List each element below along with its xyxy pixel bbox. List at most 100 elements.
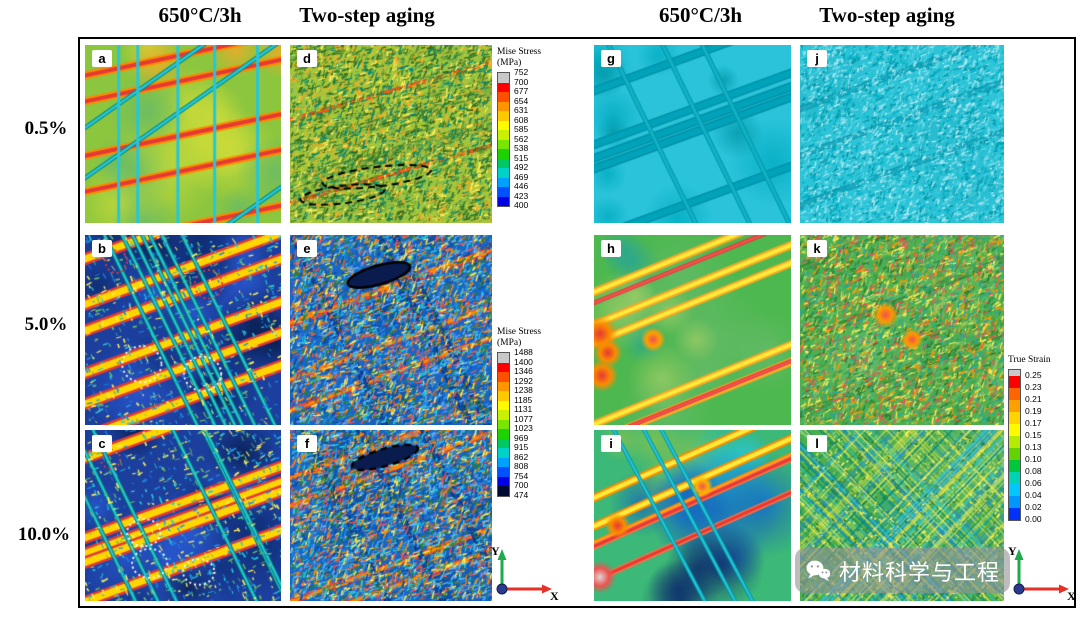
colorbar-1-tick: 400 bbox=[514, 200, 529, 210]
panel-d: d bbox=[290, 45, 492, 223]
panel-a-contour-map bbox=[85, 45, 281, 223]
figure-frame: Y X Y X bbox=[78, 37, 1076, 608]
colorbar-1-tick: 423 bbox=[514, 190, 529, 201]
colorbar-2-scale bbox=[497, 352, 510, 497]
colorbar-1-tick: 752 bbox=[514, 67, 529, 77]
colorbar-3-title: True Strain bbox=[1008, 355, 1051, 365]
colorbar-3-tick: 0.25 bbox=[1025, 370, 1042, 380]
panel-label-f: f bbox=[297, 435, 317, 452]
column-header-650C3h-left: 650°C/3h bbox=[158, 3, 242, 27]
column-header-650C3h-right: 650°C/3h bbox=[658, 3, 743, 27]
colorbar-3-tick: 0.21 bbox=[1025, 394, 1042, 404]
colorbar-2-tick: 1346 bbox=[514, 366, 533, 376]
colorbar-2-tick: 969 bbox=[514, 432, 529, 443]
panel-b-contour-map bbox=[85, 235, 281, 425]
colorbar-1: Mise Stress (MPa) 752 700 677 654 631 608 585 562… bbox=[497, 47, 542, 210]
colorbar-2-tick: 1238 bbox=[514, 385, 533, 395]
wechat-icon bbox=[806, 560, 831, 581]
colorbar-2-tick: 700 bbox=[514, 480, 529, 490]
column-header-two-step-right: Two-step aging bbox=[819, 3, 955, 27]
colorbar-1-tick: 608 bbox=[514, 114, 529, 125]
axis-triad-left: Y X bbox=[491, 544, 559, 601]
colorbar-2-tick: 754 bbox=[514, 470, 529, 481]
colorbar-1-tick: 677 bbox=[514, 86, 529, 96]
colorbar-1-tick: 538 bbox=[514, 143, 529, 153]
panel-f: f bbox=[290, 430, 492, 601]
colorbar-1-tick: 700 bbox=[514, 76, 529, 87]
y-axis-label: Y bbox=[1008, 544, 1017, 558]
colorbar-3-tick: 0.19 bbox=[1025, 406, 1042, 416]
x-axis-label: X bbox=[550, 589, 559, 601]
panel-j: j bbox=[800, 45, 1004, 223]
panel-label-b: b bbox=[92, 240, 112, 257]
colorbar-3-tick: 0.17 bbox=[1025, 418, 1042, 428]
panel-h-contour-map bbox=[594, 235, 791, 425]
colorbar-3-tick: 0.04 bbox=[1025, 490, 1042, 500]
panel-i: i bbox=[594, 430, 791, 601]
panel-label-h: h bbox=[601, 240, 621, 257]
panel-e-contour-map bbox=[290, 235, 492, 425]
origin-dot bbox=[1013, 583, 1025, 595]
colorbar-2-tick: 1131 bbox=[514, 404, 533, 414]
row-label-5-0pct: 5.0% bbox=[24, 314, 68, 335]
colorbar-3-tick: 0.10 bbox=[1025, 454, 1042, 464]
panel-label-a: a bbox=[92, 50, 112, 67]
panel-label-k: k bbox=[807, 240, 827, 257]
panel-label-c: c bbox=[92, 435, 112, 452]
colorbar-2: Mise Stress (MPa) 1488 1400 1346 1292 1238 1185… bbox=[497, 327, 541, 500]
row-label-10-0pct: 10.0% bbox=[17, 524, 71, 545]
colorbar-3-tick: 0.00 bbox=[1025, 514, 1042, 524]
colorbar-2-tick: 1488 bbox=[514, 347, 533, 357]
panel-j-contour-map bbox=[800, 45, 1004, 223]
colorbar-3-tick: 0.23 bbox=[1025, 382, 1042, 392]
colorbar-3-tick: 0.15 bbox=[1025, 430, 1042, 440]
panel-label-e: e bbox=[297, 240, 317, 257]
panel-g-contour-map bbox=[594, 45, 791, 223]
colorbar-1-tick: 492 bbox=[514, 162, 529, 172]
colorbar-2-tick: 1185 bbox=[514, 394, 533, 405]
colorbar-1-scale bbox=[497, 72, 510, 207]
colorbar-1-tick: 469 bbox=[514, 171, 529, 182]
origin-dot bbox=[496, 583, 508, 595]
colorbar-2-tick: 808 bbox=[514, 461, 529, 471]
colorbar-1-tick: 585 bbox=[514, 124, 529, 134]
colorbar-2-tick: 1077 bbox=[514, 413, 533, 424]
watermark-text: 材料科学与工程 bbox=[838, 560, 1000, 586]
panel-label-g: g bbox=[601, 50, 621, 67]
column-header-two-step-left: Two-step aging bbox=[299, 3, 435, 27]
panel-h: h bbox=[594, 235, 791, 425]
panel-label-l: l bbox=[807, 435, 827, 452]
panel-label-i: i bbox=[601, 435, 621, 452]
axis-triad-right: Y X bbox=[1008, 544, 1076, 601]
colorbar-2-tick: 1292 bbox=[514, 375, 533, 386]
panel-c: c bbox=[85, 430, 281, 601]
colorbar-3: True Strain 0.25 0.23 0.21 0.19 0.17 0.15 0.13 0… bbox=[1008, 355, 1051, 524]
colorbar-1-tick: 562 bbox=[514, 133, 529, 144]
colorbar-3-tick: 0.02 bbox=[1025, 502, 1042, 512]
panel-label-d: d bbox=[297, 50, 317, 67]
colorbar-2-tick: 915 bbox=[514, 442, 529, 452]
panel-e: e bbox=[290, 235, 492, 425]
colorbar-3-scale bbox=[1008, 369, 1021, 521]
colorbar-3-tick: 0.13 bbox=[1025, 442, 1042, 452]
colorbar-2-tick: 1400 bbox=[514, 356, 533, 367]
colorbar-1-tick: 654 bbox=[514, 95, 529, 106]
x-axis-label: X bbox=[1067, 589, 1076, 601]
colorbar-2-tick: 1023 bbox=[514, 423, 533, 433]
panel-k: k bbox=[800, 235, 1004, 425]
colorbar-1-tick: 631 bbox=[514, 105, 529, 115]
colorbar-1-title: Mise Stress (MPa) bbox=[497, 47, 542, 68]
colorbar-2-tick: 862 bbox=[514, 451, 529, 462]
colorbar-1-tick: 515 bbox=[514, 152, 529, 163]
panel-label-j: j bbox=[807, 50, 827, 67]
panel-d-contour-map bbox=[290, 45, 492, 223]
row-label-0-5pct: 0.5% bbox=[24, 118, 68, 139]
panel-c-contour-map bbox=[85, 430, 281, 601]
colorbar-2-tick: 474 bbox=[514, 489, 529, 500]
colorbar-3-tick: 0.08 bbox=[1025, 466, 1042, 476]
y-axis-label: Y bbox=[491, 544, 500, 558]
panel-g: g bbox=[594, 45, 791, 223]
colorbar-1-tick: 446 bbox=[514, 181, 529, 191]
panel-k-contour-map bbox=[800, 235, 1004, 425]
